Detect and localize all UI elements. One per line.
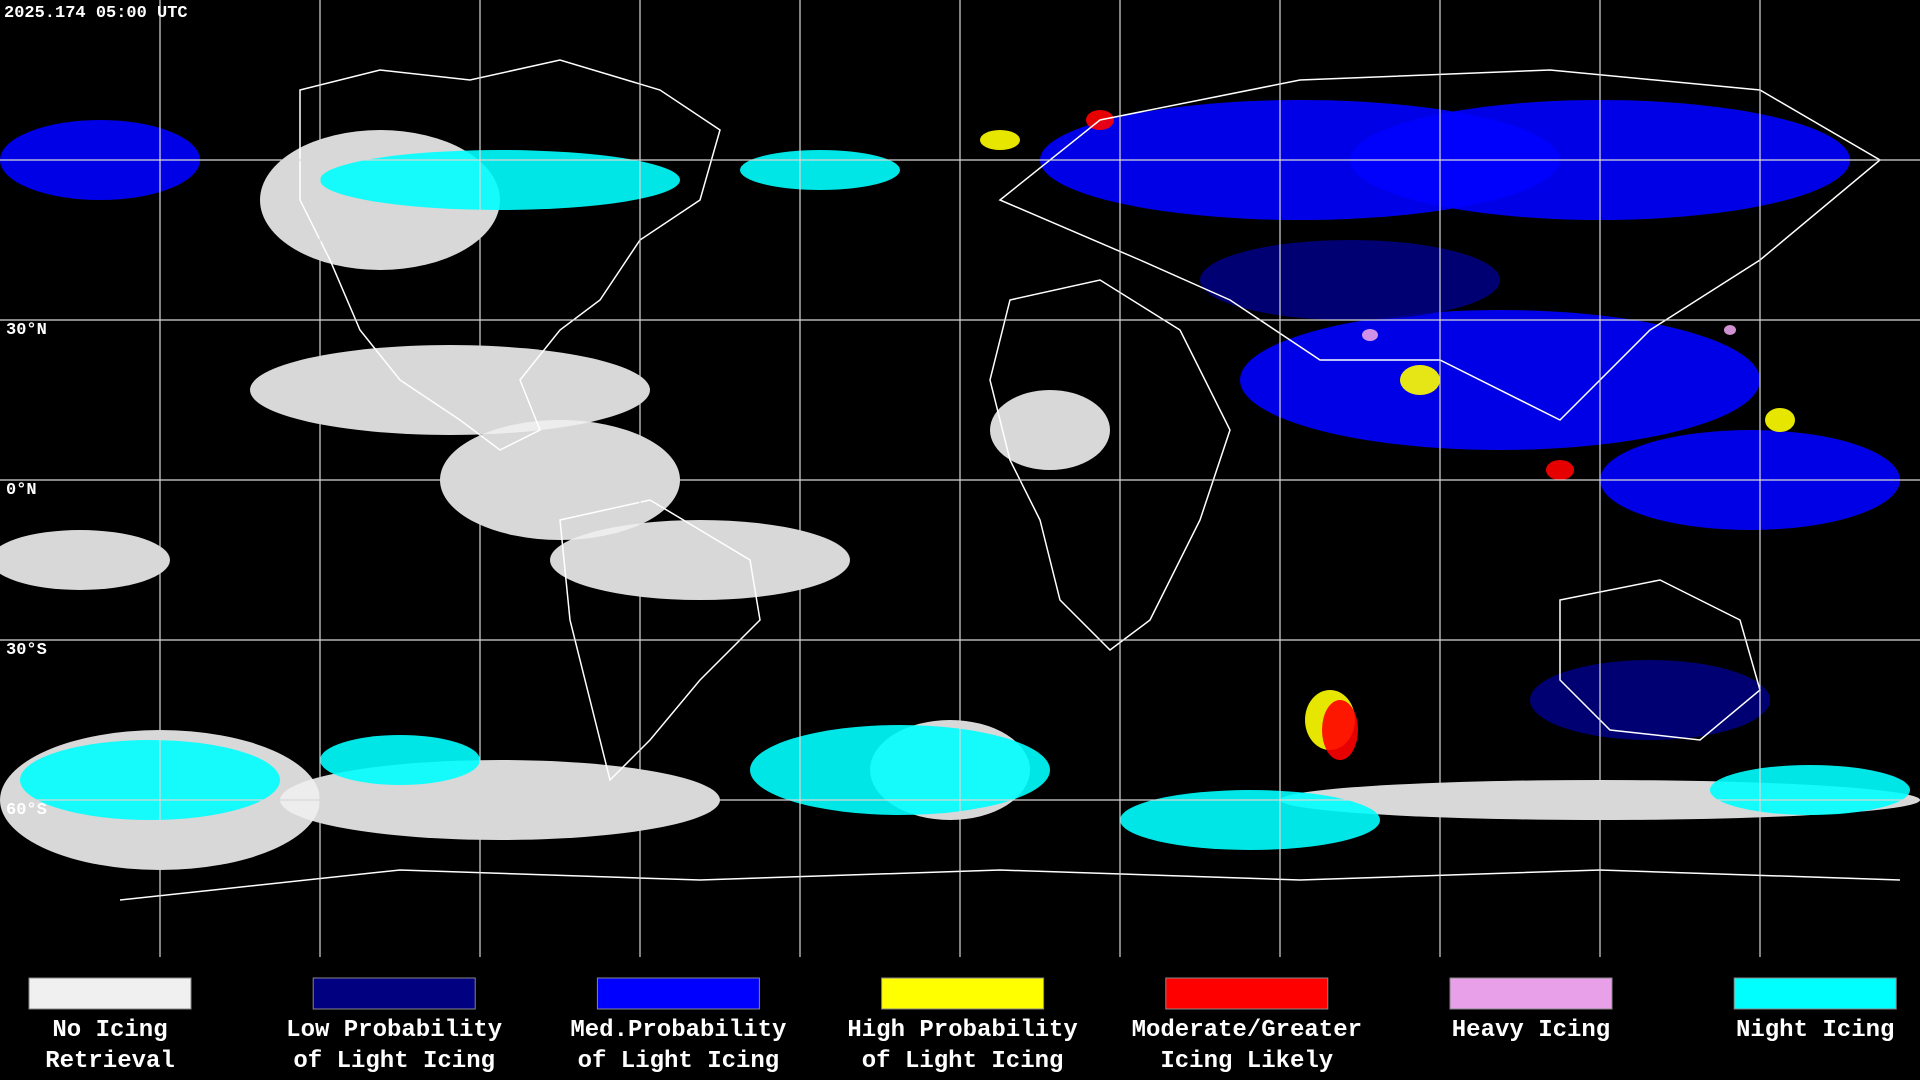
legend-label: Retrieval bbox=[45, 1048, 175, 1075]
lat-label: 0°N bbox=[6, 481, 37, 500]
legend-label: Icing Likely bbox=[1160, 1048, 1333, 1075]
legend-label: of Light Icing bbox=[578, 1048, 780, 1075]
cloud-region bbox=[750, 725, 1050, 815]
legend-swatch bbox=[596, 977, 760, 1010]
legend-swatch bbox=[1733, 977, 1897, 1010]
cloud-region bbox=[980, 130, 1020, 150]
cloud-region bbox=[1710, 765, 1910, 815]
cloud-region bbox=[1765, 408, 1795, 432]
legend-label: No Icing bbox=[52, 1017, 167, 1044]
cloud-region bbox=[740, 150, 900, 190]
lat-label: 30°S bbox=[6, 641, 47, 660]
graticule bbox=[0, 0, 1920, 957]
legend-label: Med.Probability bbox=[570, 1017, 786, 1044]
cloud-region bbox=[320, 735, 480, 785]
cloud-region bbox=[1200, 240, 1500, 320]
legend-label: Low Probability bbox=[286, 1017, 502, 1044]
cloud-region bbox=[1400, 365, 1440, 395]
legend-swatch bbox=[1449, 977, 1613, 1010]
cloud-region bbox=[250, 345, 650, 435]
cloud-region bbox=[990, 390, 1110, 470]
timestamp: 2025.174 05:00 UTC bbox=[4, 4, 188, 23]
cloud-region bbox=[1322, 700, 1358, 760]
cloud-region bbox=[1546, 460, 1574, 480]
legend-label: Heavy Icing bbox=[1452, 1017, 1610, 1044]
cloud-region bbox=[1530, 660, 1770, 740]
lat-labels: 30°N 0°N 30°S 60°S bbox=[6, 321, 47, 820]
legend-swatch bbox=[312, 977, 476, 1010]
cloud-region bbox=[0, 530, 170, 590]
legend-swatch bbox=[881, 977, 1045, 1010]
cloud-region bbox=[1724, 325, 1736, 335]
lat-label: 60°S bbox=[6, 801, 47, 820]
legend-swatch bbox=[28, 977, 192, 1010]
coast-eurasia bbox=[998, 69, 1882, 421]
cloud-region bbox=[320, 150, 680, 210]
cloud-region bbox=[1240, 310, 1760, 450]
legend: No Icing Retrieval Low Probability of Light… bbox=[28, 977, 1897, 1075]
cloud-region bbox=[1120, 790, 1380, 850]
coast-africa bbox=[989, 279, 1231, 651]
coast-americas-north bbox=[299, 59, 721, 451]
legend-label: of Light Icing bbox=[862, 1048, 1064, 1075]
cloud-region bbox=[550, 520, 850, 600]
lat-label: 30°N bbox=[6, 321, 47, 340]
coast-americas-south bbox=[559, 499, 761, 782]
cloud-region bbox=[20, 740, 280, 820]
legend-label: of Light Icing bbox=[293, 1048, 495, 1075]
legend-swatch bbox=[1165, 977, 1329, 1010]
legend-label: High Probability bbox=[847, 1017, 1077, 1044]
legend-label: Moderate/Greater bbox=[1132, 1017, 1362, 1044]
legend-label: Night Icing bbox=[1736, 1017, 1894, 1044]
coast-australia bbox=[1559, 579, 1761, 741]
cloud-region bbox=[1362, 329, 1378, 341]
